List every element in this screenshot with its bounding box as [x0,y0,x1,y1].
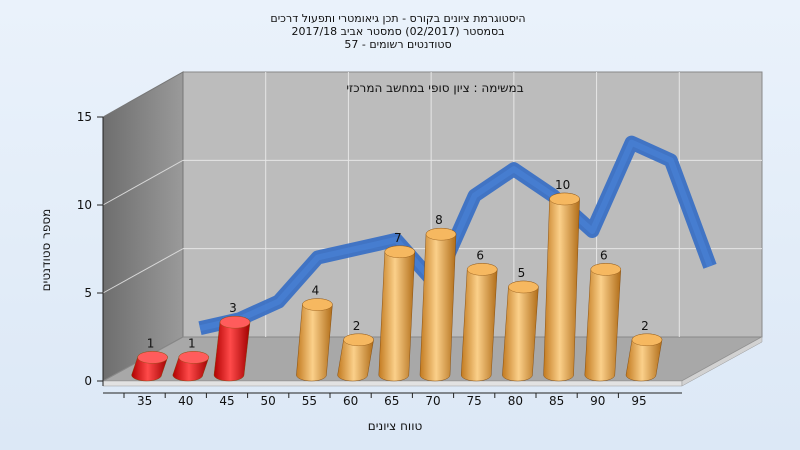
bar-top [302,298,333,311]
bar-body [460,263,498,382]
bar-top [631,333,663,346]
bar-top [425,227,457,241]
bar-35: 1 [131,336,168,382]
chart-subtitle: במשימה : ציון סופי במחשב המרכזי [346,81,523,95]
y-axis-label: מספר סטודנטים [39,209,53,292]
bar-60: 2 [337,319,374,382]
bar-45: 3 [213,301,251,382]
bar-55: 4 [296,284,333,382]
bar-value-label: 4 [312,284,320,298]
bar-top [343,333,374,346]
x-tick-label: 70 [425,394,440,408]
bar-value-label: 7 [394,231,402,245]
bar-top [508,280,539,294]
bar-value-label: 2 [641,319,649,333]
grid-line-side [102,159,184,206]
x-tick-label: 50 [261,394,276,408]
chart-title-line-1: היסטוגרמת ציונים בקורס - תכן גיאומטרי ות… [270,12,525,25]
x-tick-label: 75 [467,394,482,408]
x-tick-label: 65 [384,394,399,408]
bar-90: 6 [584,248,622,382]
y-tick-label: 15 [77,110,92,124]
y-tick-label: 5 [84,286,92,300]
bar-value-label: 10 [555,178,570,192]
x-tick-label: 95 [631,394,646,408]
bar-75: 6 [460,248,498,382]
bar-65: 7 [378,231,416,382]
y-tick-label: 0 [84,374,92,388]
x-tick-label: 60 [343,394,358,408]
x-tick-label: 40 [178,394,193,408]
bar-body [543,192,580,382]
chart-floor-side-edge [681,336,763,387]
chart-floor-front-edge [102,380,683,387]
bar-top [590,263,621,276]
y-axis-ticks: 0 5 10 15 [77,110,103,388]
bar-value-label: 1 [147,336,155,350]
bar-top [219,316,251,329]
bar-top [384,245,415,259]
x-tick-label: 35 [137,394,152,408]
bar-value-label: 3 [229,301,237,315]
bar-70: 8 [419,213,457,382]
x-axis-label: טווח ציונים [368,419,423,433]
chart-title-line-3: סטודנטים רשומים - 57 [344,38,451,51]
bar-value-label: 6 [600,248,608,262]
bar-top [549,192,580,206]
x-axis-ticks: 35 40 45 50 55 60 65 70 75 80 85 90 95 [123,393,647,408]
x-tick-label: 85 [549,394,564,408]
bar-top [137,351,168,364]
bar-40: 1 [172,336,210,382]
bar-body [419,228,457,382]
bars-group: 1 1 3 4 2 7 8 6 5 10 6 2 [131,178,663,382]
chart-left-wall [102,71,184,382]
x-tick-label: 45 [219,394,234,408]
bar-95: 2 [625,319,663,382]
x-tick-label: 80 [508,394,523,408]
x-tick-label: 55 [302,394,317,408]
bar-80: 5 [502,266,539,382]
bar-value-label: 2 [353,319,361,333]
bar-body [378,245,416,382]
bar-85: 10 [543,178,580,382]
chart-title-line-2: בסמסטר (02/2017) סמסטר אביב 2017/18 [291,25,504,38]
x-tick-label: 90 [590,394,605,408]
bar-body [296,298,333,382]
bar-value-label: 1 [188,336,196,350]
y-tick-label: 10 [77,198,92,212]
bar-body [584,263,622,382]
bar-top [178,351,210,364]
grid-line-side [102,248,184,294]
bar-value-label: 5 [518,266,526,280]
bar-value-label: 8 [435,213,443,227]
bar-value-label: 6 [476,248,484,262]
bar-top [467,263,498,276]
bar-body [502,280,539,382]
